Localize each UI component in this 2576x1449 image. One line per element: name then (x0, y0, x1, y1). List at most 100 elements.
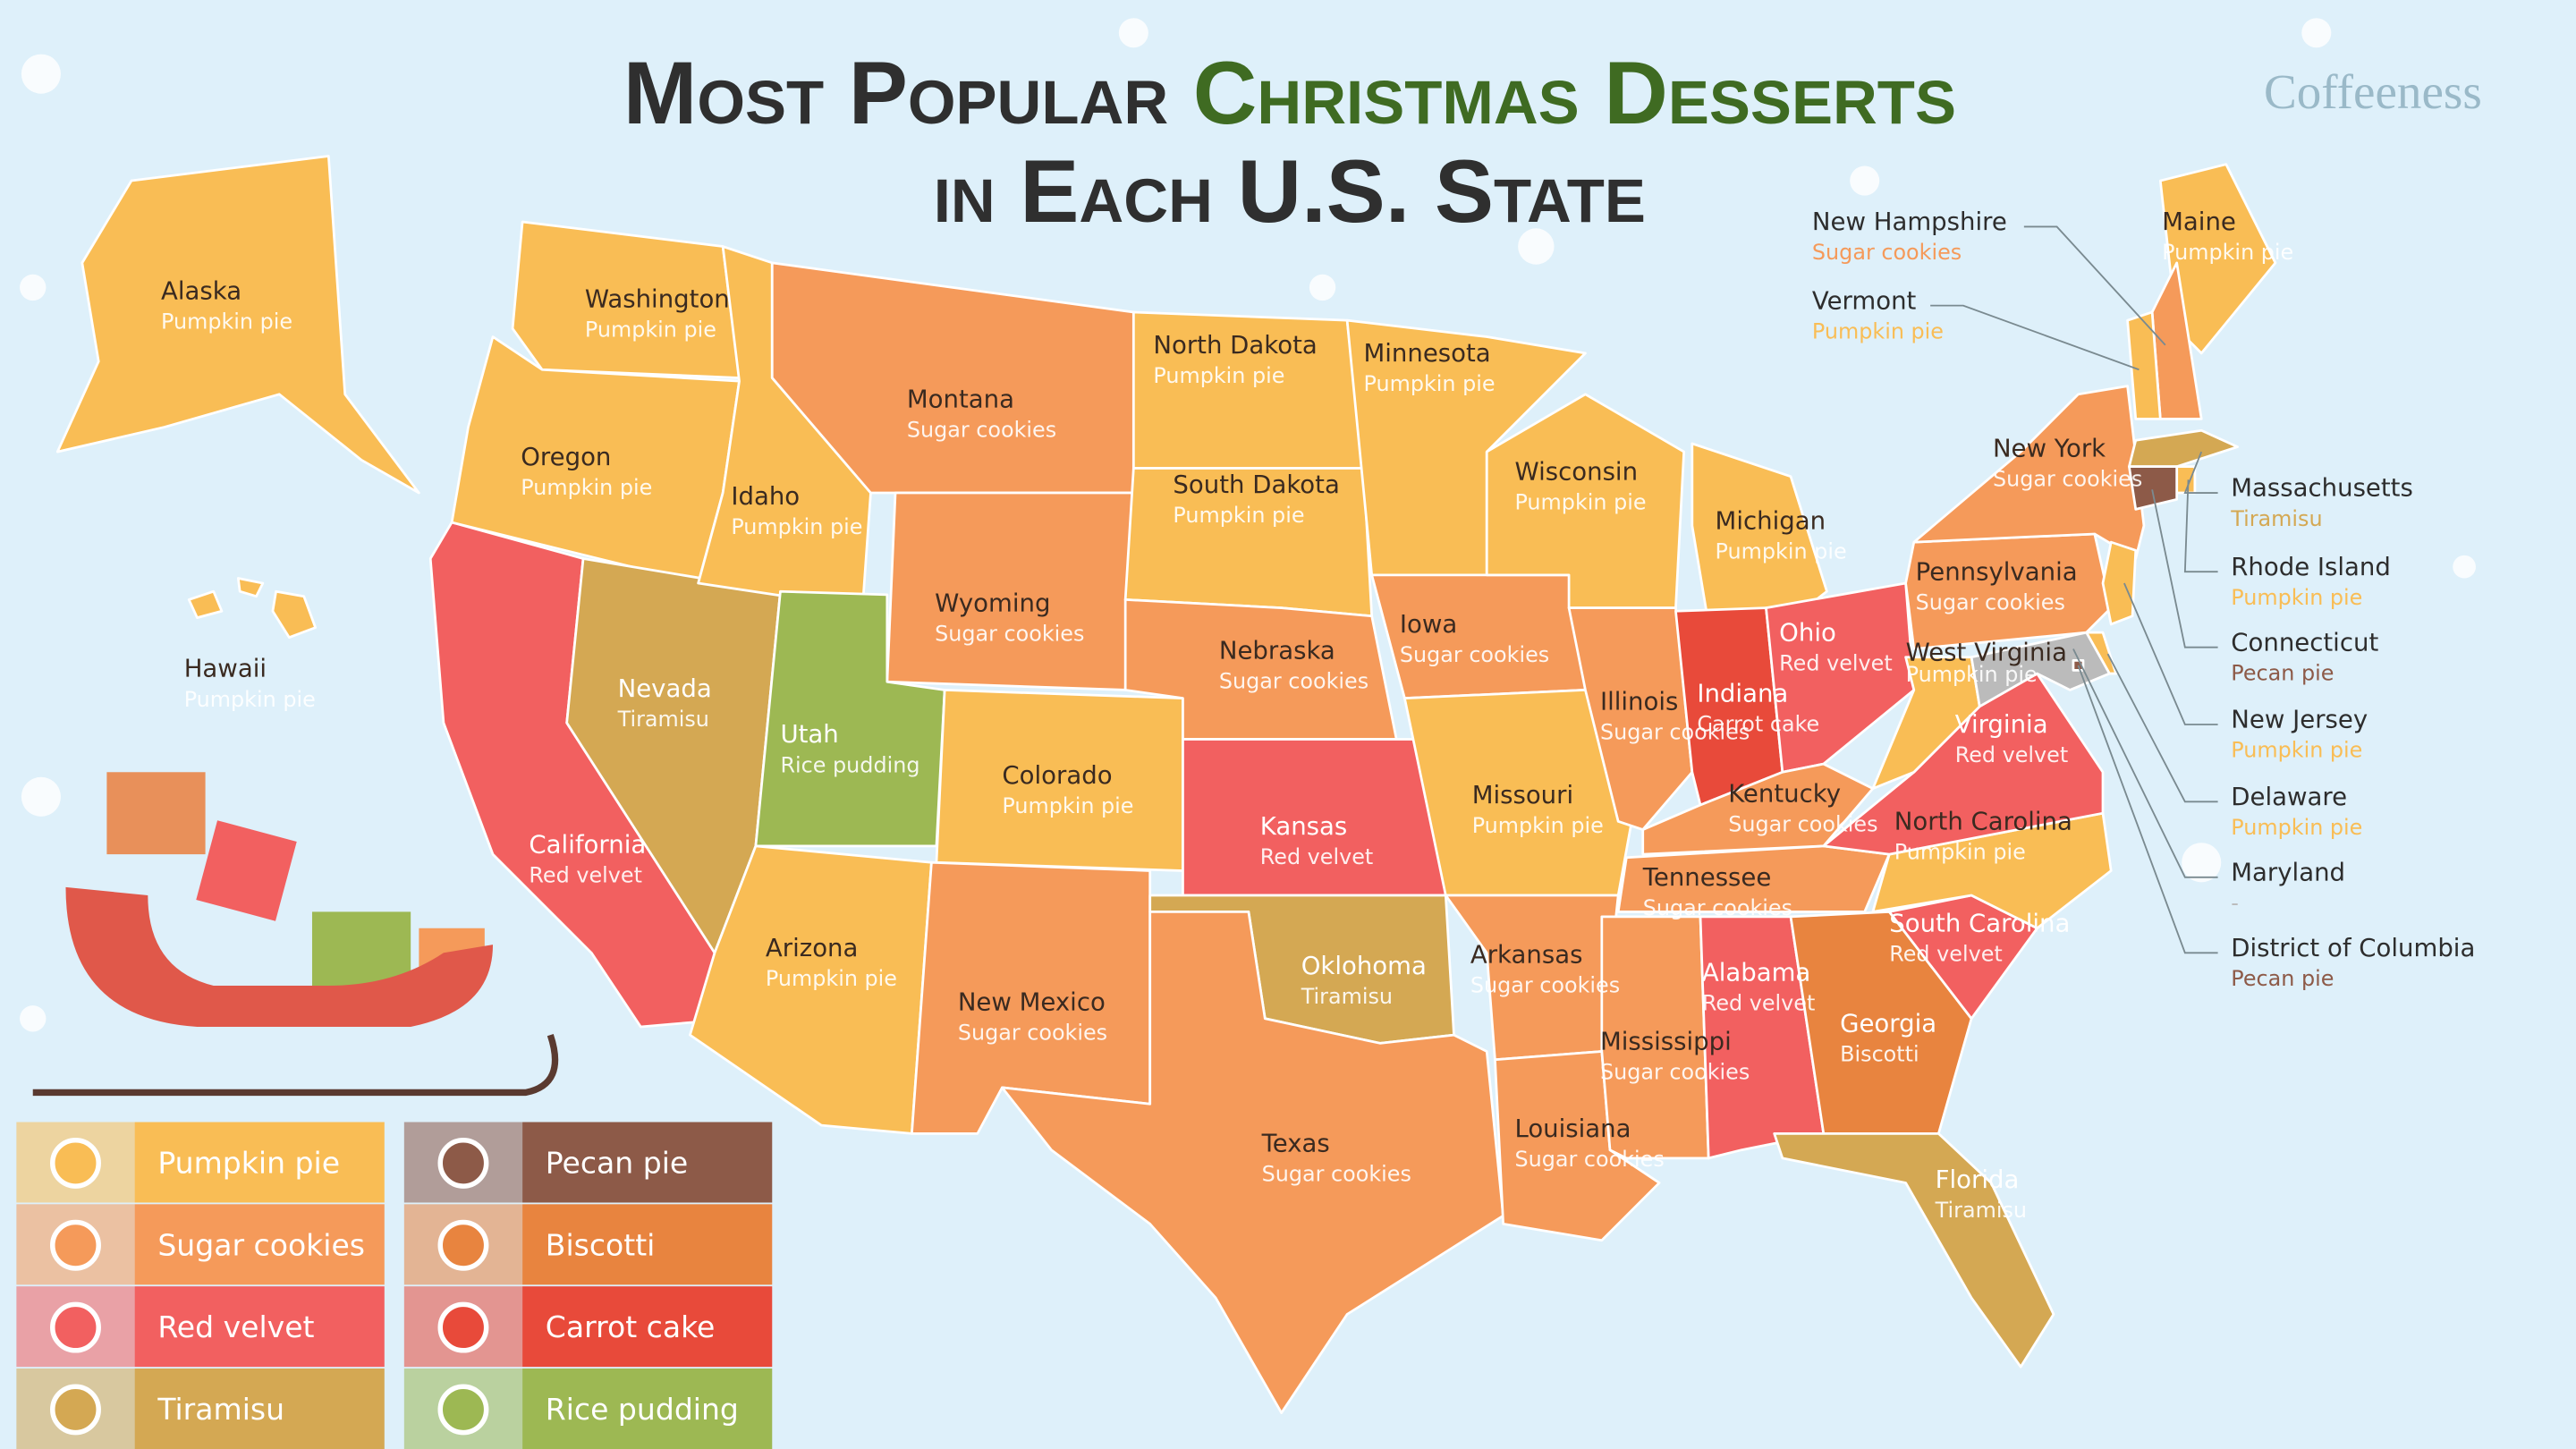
state-dessert: Sugar cookies (1643, 895, 1792, 920)
state-dessert: Pumpkin pie (1002, 793, 1133, 818)
legend-swatch (134, 1122, 385, 1203)
state-name: North Carolina (1894, 808, 2072, 836)
leader-line (2151, 489, 2218, 648)
legend-swatch (522, 1286, 773, 1368)
leader-line (1930, 304, 2140, 371)
state-dessert: Sugar cookies (1993, 467, 2142, 492)
state-name: Maryland (2231, 858, 2345, 886)
state-name: Alaska (161, 276, 242, 305)
legend-label: Pecan pie (546, 1145, 688, 1180)
state-dessert: Tiramisu (617, 707, 709, 732)
state-name: Minnesota (1363, 339, 1490, 368)
state-dessert: Red velvet (1260, 844, 1374, 869)
state-name: Wyoming (935, 589, 1050, 617)
state-dessert: Sugar cookies (1219, 669, 1368, 694)
state-name: Idaho (731, 482, 800, 511)
state-dessert: Pumpkin pie (1153, 363, 1284, 388)
state-name: Nebraska (1219, 637, 1335, 665)
state-dessert: Pumpkin pie (2231, 738, 2362, 763)
state-dessert: Sugar cookies (1400, 642, 1549, 667)
state-name: South Dakota (1173, 470, 1339, 499)
legend-icon (437, 1301, 489, 1353)
state-name: Louisiana (1514, 1114, 1631, 1143)
state-name: West Virginia (1906, 638, 2067, 666)
state-name: New Mexico (958, 988, 1106, 1017)
state-dessert: Pumpkin pie (1363, 371, 1495, 396)
state-name: Mississippi (1600, 1028, 1732, 1056)
state-shape (55, 155, 420, 495)
state-name: Missouri (1472, 781, 1573, 809)
state-dessert: Tiramisu (2230, 506, 2322, 531)
leader-line (2023, 225, 2166, 346)
title-highlight: Christmas Desserts (1193, 44, 1956, 143)
leader-line (2106, 653, 2218, 803)
state-shape (1001, 911, 1504, 1414)
legend-icon (437, 1137, 489, 1189)
state-dessert: Pumpkin pie (2231, 815, 2362, 840)
state-dessert: Sugar cookies (1514, 1147, 1664, 1172)
legend-icon (50, 1137, 101, 1189)
state-dessert: Pumpkin pie (766, 966, 897, 991)
state-shape (1641, 762, 1875, 856)
state-name: Oregon (521, 443, 611, 471)
state-dessert: Carrot cake (1697, 711, 1819, 736)
state-name: South Carolina (1889, 909, 2070, 937)
state-dessert: Rice pudding (780, 752, 919, 777)
state-name: Connecticut (2231, 628, 2378, 657)
state-dessert: Pumpkin pie (1716, 538, 1847, 564)
state-dessert: Pecan pie (2231, 660, 2334, 685)
state-name: Florida (1936, 1165, 2020, 1194)
legend-label: Biscotti (546, 1227, 656, 1262)
state-dessert: Red velvet (1702, 991, 1815, 1016)
state-dessert: Pumpkin pie (1812, 318, 1944, 343)
state-dessert: Tiramisu (1301, 984, 1393, 1009)
state-name: Kentucky (1728, 779, 1841, 808)
legend-label: Tiramisu (157, 1392, 284, 1427)
state-name: Arkansas (1470, 940, 1583, 969)
leader-line (2183, 451, 2218, 494)
state-dessert: Red velvet (1955, 742, 2068, 767)
state-name: Arizona (766, 934, 858, 962)
decorations (20, 18, 2476, 1032)
state-shape (2101, 540, 2138, 626)
legend-label: Rice pudding (546, 1392, 739, 1427)
state-shape (2126, 310, 2162, 420)
state-name: District of Columbia (2231, 934, 2475, 962)
brand: Coffeeness (2264, 64, 2482, 119)
legend-icon (50, 1219, 101, 1271)
leader-line (2183, 479, 2218, 573)
legend-icon (50, 1384, 101, 1436)
state-dessert: Biscotti (1840, 1042, 1919, 1067)
legend-icon (437, 1384, 489, 1436)
state-dessert: Sugar cookies (1600, 1060, 1750, 1085)
legend-swatch (134, 1204, 385, 1285)
state-dessert: Pumpkin pie (585, 318, 716, 343)
state-shape (1403, 689, 1636, 897)
state-name: Rhode Island (2231, 553, 2391, 581)
state-name: Michigan (1716, 506, 1826, 535)
state-name: Nevada (618, 674, 712, 703)
state-dessert: Red velvet (529, 862, 642, 887)
state-name: Hawaii (184, 655, 267, 683)
state-name: Montana (907, 386, 1014, 414)
legend-swatch (134, 1368, 385, 1449)
sleigh (32, 772, 559, 1097)
state-dessert: Pumpkin pie (731, 514, 862, 539)
state-name: Wisconsin (1514, 457, 1638, 486)
state-dessert: Pumpkin pie (1894, 840, 2026, 865)
legend-swatch (522, 1368, 773, 1449)
state-dessert: Pumpkin pie (1472, 813, 1604, 838)
state-dessert: Pumpkin pie (1514, 489, 1646, 514)
state-name: Delaware (2231, 783, 2347, 811)
state-dessert: Sugar cookies (1916, 589, 2065, 614)
state-name: New Jersey (2231, 706, 2368, 734)
state-dessert: Pumpkin pie (184, 687, 316, 712)
leader-line (2072, 648, 2218, 878)
state-dessert: Sugar cookies (1600, 720, 1750, 745)
state-dessert: Tiramisu (1935, 1198, 2027, 1223)
state-shape (1773, 1131, 2055, 1368)
state-shape (2128, 428, 2240, 469)
state-name: Kansas (1260, 812, 1348, 841)
legend-label: Carrot cake (546, 1309, 716, 1344)
state-name: Maine (2162, 208, 2236, 236)
